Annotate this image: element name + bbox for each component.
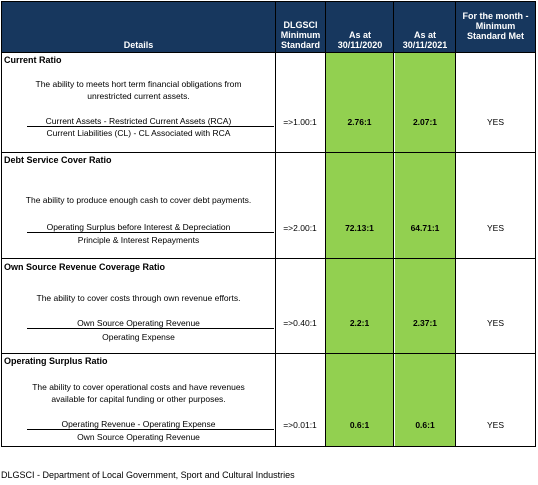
green-col-2020 bbox=[326, 53, 393, 446]
header-details: Details bbox=[2, 2, 275, 52]
header-2020-line2: 30/11/2020 bbox=[337, 40, 383, 50]
header-2021: As at 30/11/2021 bbox=[394, 2, 456, 52]
header-standard: DLGSCI Minimum Standard bbox=[275, 2, 326, 52]
ratio-description: available for capital funding or other p… bbox=[51, 394, 226, 404]
header-standard-line2: Minimum bbox=[280, 30, 321, 40]
row-divider bbox=[2, 52, 535, 53]
ratio-title: Debt Service Cover Ratio bbox=[4, 155, 112, 165]
header-2020-line1: As at bbox=[348, 30, 371, 40]
fraction-line bbox=[27, 126, 274, 127]
header-month: For the month - Minimum Standard Met bbox=[456, 2, 535, 52]
ratio-description: The ability to produce enough cash to co… bbox=[25, 195, 252, 205]
ratio-numerator: Operating Surplus before Interest & Depr… bbox=[46, 222, 231, 232]
green-col-2021 bbox=[395, 53, 455, 446]
ratio-table: Details DLGSCI Minimum Standard As at 30… bbox=[1, 1, 536, 447]
ratio-numerator: Operating Revenue - Operating Expense bbox=[61, 419, 216, 429]
standard-value: =>0.01:1 bbox=[283, 420, 317, 430]
ratio-title: Own Source Revenue Coverage Ratio bbox=[4, 262, 166, 272]
standard-value: =>2.00:1 bbox=[283, 223, 317, 233]
value-2021: 64.71:1 bbox=[410, 223, 440, 233]
standard-met: YES bbox=[486, 318, 504, 328]
ratio-numerator: Own Source Operating Revenue bbox=[77, 318, 200, 328]
standard-met: YES bbox=[486, 117, 504, 127]
value-2021: 2.07:1 bbox=[412, 117, 438, 127]
ratio-description: The ability to meets hort term financial… bbox=[35, 79, 242, 89]
standard-met: YES bbox=[486, 223, 504, 233]
ratio-denominator: Operating Expense bbox=[102, 332, 175, 342]
header-2021-line2: 30/11/2021 bbox=[402, 40, 448, 50]
value-2021: 2.37:1 bbox=[412, 318, 438, 328]
ratio-title: Current Ratio bbox=[4, 55, 62, 65]
standard-met: YES bbox=[486, 420, 504, 430]
ratio-title: Operating Surplus Ratio bbox=[4, 356, 108, 366]
col-divider bbox=[455, 2, 456, 446]
header-month-line2: Minimum bbox=[475, 21, 516, 31]
value-2020: 72.13:1 bbox=[345, 223, 374, 233]
header-2021-line1: As at bbox=[413, 30, 436, 40]
row-divider bbox=[2, 258, 535, 259]
fraction-line bbox=[27, 429, 274, 430]
value-2020: 2.76:1 bbox=[347, 117, 372, 127]
ratio-description: unrestricted current assets. bbox=[87, 91, 190, 101]
ratio-denominator: Principle & Interest Repayments bbox=[77, 235, 200, 245]
header-month-line1: For the month - bbox=[462, 11, 529, 21]
header-details-label: Details bbox=[123, 40, 154, 50]
ratio-denominator: Current Liabilities (CL) - CL Associated… bbox=[46, 128, 231, 138]
fraction-line bbox=[27, 232, 274, 233]
ratio-numerator: Current Assets - Restricted Current Asse… bbox=[45, 116, 232, 126]
header-2020: As at 30/11/2020 bbox=[326, 2, 394, 52]
ratio-denominator: Own Source Operating Revenue bbox=[77, 432, 200, 442]
header-standard-line3: Standard bbox=[280, 40, 320, 50]
col-divider bbox=[393, 2, 394, 446]
standard-value: =>0.40:1 bbox=[283, 318, 317, 328]
col-divider bbox=[275, 2, 276, 446]
ratio-description: The ability to cover costs through own r… bbox=[36, 293, 241, 303]
value-2021: 0.6:1 bbox=[415, 420, 435, 430]
header-month-line3: Standard Met bbox=[466, 31, 524, 41]
row-divider bbox=[2, 152, 535, 153]
value-2020: 2.2:1 bbox=[349, 318, 370, 328]
standard-value: =>1.00:1 bbox=[283, 117, 317, 127]
fraction-line bbox=[27, 328, 274, 329]
footnote: DLGSCI - Department of Local Government,… bbox=[1, 470, 295, 480]
ratio-description: The ability to cover operational costs a… bbox=[32, 382, 245, 392]
header-standard-line1: DLGSCI bbox=[283, 20, 318, 30]
row-divider bbox=[2, 353, 535, 354]
col-divider bbox=[325, 2, 326, 446]
value-2020: 0.6:1 bbox=[349, 420, 370, 430]
